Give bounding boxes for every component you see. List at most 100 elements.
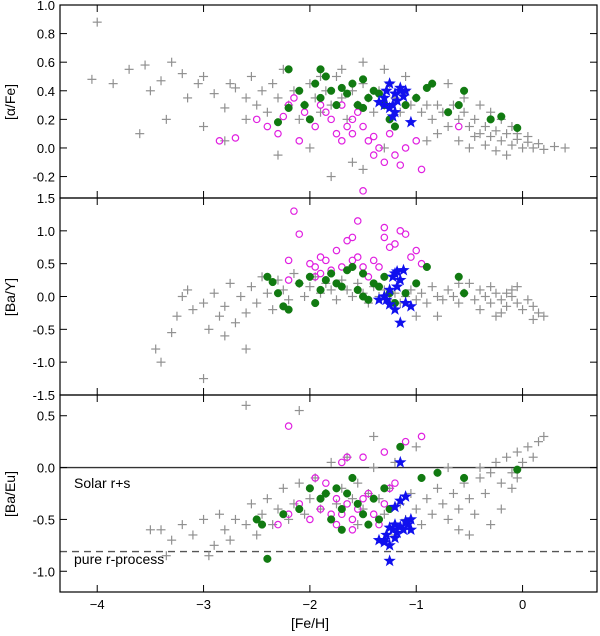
bay-star-point (394, 273, 407, 286)
bay-sample-a-point (380, 223, 389, 232)
baeu-sample-b-point (359, 510, 368, 519)
alpha-field-star-point (145, 86, 155, 96)
alpha-field-star-point (161, 114, 171, 124)
bay-star-point (372, 293, 386, 305)
bay-sample-b-point (311, 299, 320, 308)
alpha-star-point (386, 98, 399, 111)
baeu-sample-b-point (364, 520, 373, 529)
alpha-field-star-point (480, 122, 490, 132)
baeu-field-star-point (480, 489, 490, 498)
alpha-field-star-point (87, 74, 97, 84)
baeu-sample-a-point (343, 453, 351, 462)
baeu-sample-b-point (332, 484, 341, 493)
alpha-sample-b-point (327, 86, 336, 95)
bay-sample-b-point (305, 272, 314, 281)
alpha-field-star-point (502, 129, 512, 139)
alpha-sample-b-point (412, 93, 421, 102)
alpha-field-star-point (464, 143, 474, 153)
alpha-field-star-point (220, 103, 230, 113)
alpha-field-star-point (326, 172, 336, 182)
alpha-field-star-point (459, 93, 469, 103)
bay-field-star-point (236, 292, 246, 301)
baeu-field-star-point (177, 520, 187, 530)
baeu-marks (60, 400, 597, 567)
baeu-star-point (404, 523, 418, 535)
baeu-sample-b-point (337, 525, 346, 534)
baeu-sample-b-point (321, 489, 330, 498)
alpha-star-point (383, 77, 396, 89)
baeu-field-star-point (518, 457, 528, 467)
bay-field-star-point (252, 298, 262, 308)
alpha-panel: 1.0 0.8 0.6 0.4 0.2 0.0 -0.2 [α/Fe] (2, 0, 598, 199)
baeu-field-star-point (230, 514, 240, 524)
alpha-sample-a-point (290, 94, 298, 102)
alpha-sample-a-point (263, 122, 272, 131)
baeu-field-star-point (347, 494, 357, 504)
alpha-star-point (378, 98, 391, 111)
alpha-star-point (378, 91, 391, 104)
bay-sample-a-point (295, 230, 304, 238)
baeu-sample-a-point (316, 505, 325, 513)
bay-field-star-point (427, 282, 437, 292)
bay-sample-b-point (327, 269, 336, 278)
alpha-field-star-point (401, 71, 411, 81)
bay-field-star-point (528, 314, 538, 324)
alpha-sample-b-point (332, 101, 341, 110)
bay-field-star-point (539, 311, 549, 321)
baeu-field-star-point (406, 489, 416, 498)
bay-sample-b-point (454, 272, 463, 281)
bay-sample-a-point (322, 256, 330, 265)
alpha-field-star-point (496, 136, 506, 146)
bay-field-star-point (220, 301, 230, 311)
baeu-field-star-point (486, 468, 496, 478)
bay-field-star-point (491, 288, 501, 298)
bay-panel: 1.5 1.0 0.5 0.0 -0.5 -1.0 -1.5 [Ba/Y] (2, 191, 598, 403)
baeu-star-point (388, 531, 402, 544)
alpha-sample-b-point (364, 93, 373, 102)
alpha-sample-a-point (375, 144, 383, 152)
bay-field-star-point (507, 285, 517, 295)
bay-sample-b-point (295, 279, 304, 288)
bay-field-star-point (512, 298, 522, 308)
bay-marks (151, 207, 549, 384)
baeu-star-point (399, 515, 412, 527)
baeu-sample-a-point (337, 458, 346, 467)
alpha-sample-b-point (359, 103, 368, 112)
alpha-ylabel: [α/Fe] (2, 84, 18, 120)
baeu-sample-a-point (332, 494, 341, 503)
baeu-star-point (383, 538, 396, 551)
bay-sample-a-point (353, 217, 362, 225)
baeu-field-star-point (241, 400, 251, 410)
alpha-sample-a-point (359, 122, 367, 131)
alpha-sample-b-point (311, 79, 320, 88)
baeu-field-star-point (220, 525, 230, 535)
baeu-field-star-point (379, 509, 389, 519)
solar-rs-label: Solar r+s (74, 475, 130, 491)
alpha-sample-a-point (332, 129, 341, 138)
baeu-field-star-point (438, 499, 448, 509)
bay-field-star-point (225, 278, 235, 288)
alpha-ytick-label: 0.2 (37, 112, 55, 127)
alpha-sample-b-point (513, 123, 522, 132)
alpha-sample-a-point (231, 134, 240, 142)
alpha-field-star-point (459, 107, 469, 117)
baeu-sample-a-point (380, 448, 389, 456)
alpha-field-star-point (230, 83, 240, 93)
baeu-field-star-point (454, 525, 464, 535)
baeu-sample-b-point (396, 442, 405, 451)
baeu-sample-a-point (322, 479, 330, 487)
baeu-star-point (378, 535, 391, 548)
bay-field-star-point (411, 311, 421, 321)
baeu-field-star-point (448, 489, 458, 498)
baeu-sample-a-point (364, 489, 373, 498)
baeu-field-star-point (475, 463, 485, 473)
alpha-field-star-point (470, 132, 480, 142)
bay-field-star-point (464, 278, 474, 288)
alpha-sample-b-point (460, 86, 469, 95)
alpha-ytick-label: -0.2 (33, 170, 55, 185)
bay-field-star-point (300, 292, 310, 301)
baeu-sample-a-point (380, 500, 389, 508)
alpha-field-star-point (209, 89, 219, 99)
alpha-star-point (397, 90, 410, 102)
